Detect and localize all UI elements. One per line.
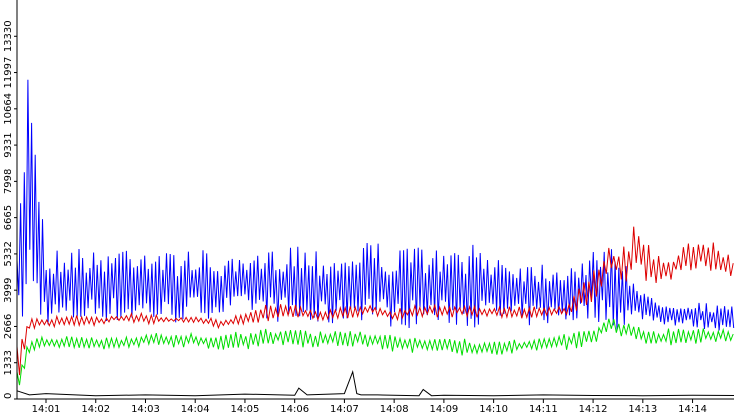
series-layer <box>16 79 735 397</box>
axes-layer <box>16 0 734 400</box>
y-tick-label: 10664 <box>3 93 14 125</box>
y-tick-label: 7998 <box>3 169 14 194</box>
y-tick-label: 0 <box>3 393 14 399</box>
y-tick-label: 9331 <box>3 132 14 157</box>
y-tick-label: 13330 <box>3 20 14 52</box>
x-tick-label: 14:10 <box>479 404 508 415</box>
x-tick-label: 14:09 <box>429 404 458 415</box>
x-tick-label: 14:12 <box>579 404 608 415</box>
x-tick-label: 14:14 <box>678 404 707 415</box>
x-tick-label: 14:03 <box>131 404 160 415</box>
x-tick-label: 14:01 <box>32 404 61 415</box>
y-tick-label: 3999 <box>3 277 14 302</box>
x-axis-ticks: 14:01 14:02 14:03 14:04 14:05 14:06 14:07 14:08… <box>32 399 707 415</box>
x-tick-label: 14:02 <box>81 404 110 415</box>
x-tick-label: 14:11 <box>529 404 558 415</box>
x-tick-label: 14:07 <box>330 404 359 415</box>
x-tick-label: 14:13 <box>628 404 657 415</box>
x-tick-label: 14:06 <box>280 404 309 415</box>
series-line-3 <box>16 318 734 386</box>
y-tick-label: 6665 <box>3 205 14 230</box>
series-line-4 <box>16 369 735 397</box>
series-line-1 <box>16 79 735 331</box>
y-axis-ticks: 0 1333 2666 3999 5332 6665 7998 9331 10664 11997 1… <box>3 20 17 400</box>
series-line-2 <box>16 226 734 376</box>
y-tick-label: 1333 <box>3 350 14 375</box>
y-tick-label: 11997 <box>3 57 14 89</box>
x-tick-label: 14:04 <box>181 404 210 415</box>
x-tick-label: 14:05 <box>231 404 260 415</box>
x-tick-label: 14:08 <box>380 404 409 415</box>
y-tick-label: 2666 <box>3 314 14 339</box>
y-tick-label: 5332 <box>3 241 14 266</box>
